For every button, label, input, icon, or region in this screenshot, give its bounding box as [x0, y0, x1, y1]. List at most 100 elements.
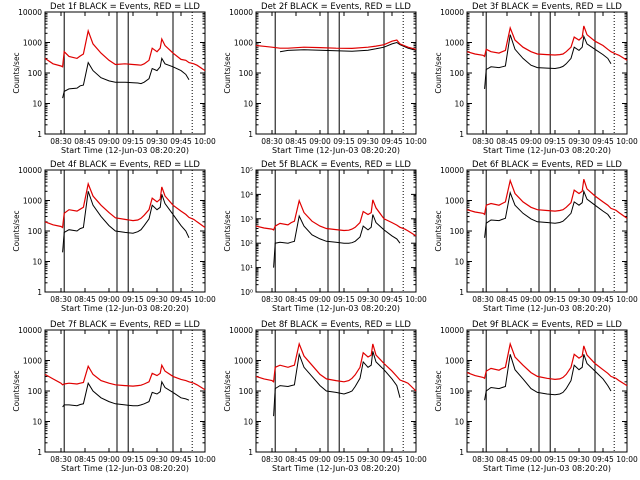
events-series-line [274, 215, 408, 268]
x-axis-label: Start Time (12-Jun-03 08:20:20) [272, 146, 400, 155]
plot-frame [466, 329, 628, 453]
x-tick-label: 08:45 [496, 137, 518, 146]
y-tick-label: 10000 [229, 326, 253, 335]
x-tick-label: 08:45 [496, 455, 518, 464]
x-tick-label: 08:45 [74, 295, 96, 304]
y-axis-label: Counts/sec [12, 210, 21, 251]
x-tick-label: 10:00 [405, 295, 427, 304]
x-tick-label: 10:00 [194, 295, 216, 304]
x-tick-label: 09:30 [357, 137, 379, 146]
panel-2: Det 2f BLACK = Events, RED = LLD 1 10 100 10… [223, 2, 427, 155]
x-tick-label: 10:00 [194, 137, 216, 146]
lld-series-line [44, 363, 206, 391]
y-tick-label: 10 [454, 100, 464, 109]
x-tick-label: 08:30 [261, 137, 283, 146]
panel-3: Det 3f BLACK = Events, RED = LLD 1 10 100 10… [434, 2, 638, 155]
y-tick-label: 100 [28, 387, 43, 396]
y-tick-label: 10 [32, 258, 42, 267]
x-axis-label: Start Time (12-Jun-03 08:20:20) [61, 304, 189, 313]
x-tick-label: 09:00 [520, 455, 542, 464]
lld-series-line [44, 28, 206, 72]
x-tick-label: 09:15 [122, 455, 144, 464]
panel-6: Det 6f BLACK = Events, RED = LLD 1 10 100 10… [434, 160, 638, 313]
y-tick-label: 1 [37, 130, 42, 139]
x-tick-label: 10:00 [194, 455, 216, 464]
y-tick-label: 1 [459, 288, 464, 297]
x-tick-label: 08:30 [261, 455, 283, 464]
x-tick-label: 10:00 [405, 455, 427, 464]
x-tick-label: 09:00 [98, 295, 120, 304]
lld-series-line [255, 341, 417, 392]
x-tick-label: 09:45 [592, 455, 614, 464]
plot-frame [44, 329, 206, 453]
plot-frame [255, 329, 417, 453]
x-tick-label: 10:00 [405, 137, 427, 146]
x-tick-label: 08:30 [50, 137, 72, 146]
panel-title: Det 2f BLACK = Events, RED = LLD [261, 2, 411, 12]
y-tick-label: 10 [243, 418, 253, 427]
y-tick-label: 1000 [234, 39, 253, 48]
y-tick-label: 100 [28, 69, 43, 78]
panel-title: Det 5f BLACK = Events, RED = LLD [261, 160, 411, 170]
y-tick-label: 1000 [445, 197, 464, 206]
y-tick-label: 10⁰ [240, 288, 253, 297]
x-axis-label: Start Time (12-Jun-03 08:20:20) [61, 146, 189, 155]
y-tick-label: 1000 [23, 39, 42, 48]
y-axis-label: Counts/sec [223, 52, 232, 93]
x-axis-label: Start Time (12-Jun-03 08:20:20) [272, 304, 400, 313]
panel-title: Det 1f BLACK = Events, RED = LLD [50, 2, 200, 12]
panel-8: Det 8f BLACK = Events, RED = LLD 1 10 100 10… [223, 320, 427, 473]
y-tick-label: 10¹ [240, 264, 253, 273]
x-tick-label: 09:15 [122, 295, 144, 304]
panel-title: Det 4f BLACK = Events, RED = LLD [50, 160, 200, 170]
x-tick-label: 08:30 [472, 137, 494, 146]
y-tick-label: 10000 [440, 326, 464, 335]
y-tick-label: 10000 [18, 8, 42, 17]
panel-5: Det 5f BLACK = Events, RED = LLD 10⁰ 10¹ 10… [223, 160, 427, 313]
x-axis-label: Start Time (12-Jun-03 08:20:20) [483, 304, 611, 313]
x-tick-label: 09:00 [98, 137, 120, 146]
lld-series-line [466, 25, 628, 61]
x-tick-label: 09:45 [592, 295, 614, 304]
lld-series-line [466, 178, 628, 219]
y-axis-label: Counts/sec [434, 370, 443, 411]
x-tick-label: 08:30 [472, 295, 494, 304]
y-axis-label: Counts/sec [223, 370, 232, 411]
x-tick-label: 09:45 [381, 455, 403, 464]
y-tick-label: 1 [248, 130, 253, 139]
panel-title: Det 9f BLACK = Events, RED = LLD [472, 320, 622, 330]
x-tick-label: 09:00 [309, 295, 331, 304]
y-tick-label: 10 [243, 100, 253, 109]
y-tick-label: 1000 [445, 357, 464, 366]
x-tick-label: 10:00 [616, 137, 638, 146]
events-series-line [279, 41, 417, 53]
y-tick-label: 10² [240, 239, 253, 248]
y-tick-label: 1 [459, 448, 464, 457]
x-tick-label: 08:45 [285, 295, 307, 304]
x-tick-label: 09:45 [381, 137, 403, 146]
panel-9: Det 9f BLACK = Events, RED = LLD 1 10 100 10… [434, 320, 638, 473]
y-tick-label: 1000 [23, 197, 42, 206]
x-tick-label: 08:45 [496, 295, 518, 304]
y-tick-label: 1000 [234, 357, 253, 366]
y-tick-label: 100 [239, 69, 254, 78]
y-tick-label: 10000 [440, 8, 464, 17]
events-series-line [274, 351, 408, 416]
y-tick-label: 10⁵ [240, 166, 253, 175]
x-tick-label: 10:00 [616, 455, 638, 464]
y-tick-label: 10000 [440, 166, 464, 175]
y-tick-label: 10 [454, 258, 464, 267]
x-tick-label: 08:45 [74, 137, 96, 146]
x-tick-label: 09:30 [146, 455, 168, 464]
lld-series-line [44, 181, 206, 229]
plot-frame [466, 11, 628, 135]
x-tick-label: 09:30 [568, 295, 590, 304]
y-tick-label: 1 [459, 130, 464, 139]
y-tick-label: 10 [454, 418, 464, 427]
plot-frame [44, 11, 206, 135]
y-axis-label: Counts/sec [434, 210, 443, 251]
y-tick-label: 100 [450, 227, 465, 236]
y-axis-label: Counts/sec [12, 52, 21, 93]
lld-series-line [255, 198, 417, 237]
x-axis-label: Start Time (12-Jun-03 08:20:20) [483, 146, 611, 155]
